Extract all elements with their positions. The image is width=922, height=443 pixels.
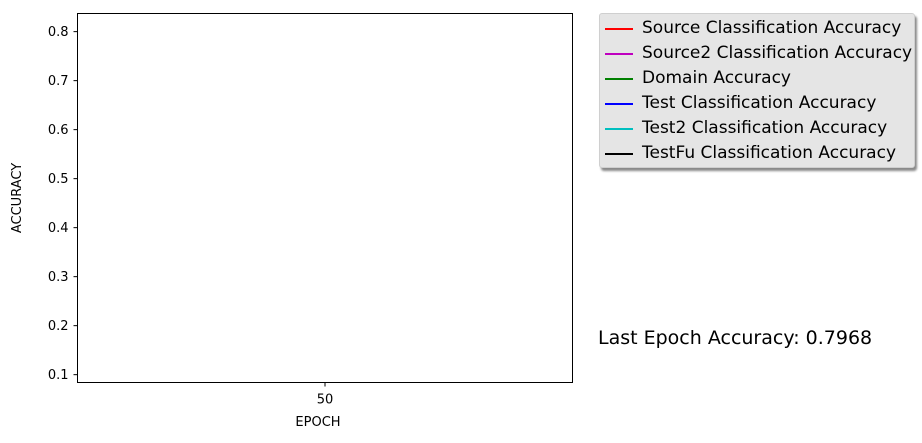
legend-swatch [605,28,633,30]
legend-item: Source2 Classification Accuracy [600,41,914,65]
legend-label: Test Classification Accuracy [642,93,877,113]
legend-label: Test2 Classification Accuracy [642,118,888,138]
y-tick-label: 0.7 [48,74,69,89]
legend-item: Test2 Classification Accuracy [600,116,914,140]
x-axis-label: EPOCH [295,415,340,430]
legend: Source Classification Accuracy Source2 Cl… [599,13,915,168]
legend-swatch [605,103,633,105]
legend-swatch [605,153,633,155]
y-axis-label: ACCURACY [10,163,25,233]
y-tick-label: 0.1 [48,368,69,383]
legend-item: Test Classification Accuracy [600,91,914,115]
last-epoch-accuracy-text: Last Epoch Accuracy: 0.7968 [598,327,873,349]
y-tick-label: 0.8 [48,25,69,40]
legend-label: Source2 Classification Accuracy [642,43,913,63]
legend-label: Domain Accuracy [642,68,791,88]
y-tick-label: 0.4 [48,221,69,236]
legend-label: Source Classification Accuracy [642,18,902,38]
y-axis: 0.1 0.2 0.3 0.4 0.5 0.6 0.7 0.8 [48,25,78,383]
y-tick-label: 0.2 [48,319,69,334]
x-axis: 50 [317,382,334,408]
y-tick-label: 0.6 [48,123,69,138]
legend-item: Source Classification Accuracy [600,16,914,40]
y-tick-label: 0.5 [48,172,69,187]
legend-label: TestFu Classification Accuracy [642,143,897,163]
legend-item: Domain Accuracy [600,66,914,90]
axes-frame [77,13,573,383]
legend-swatch [605,128,633,130]
x-tick-label: 50 [317,393,334,408]
legend-swatch [605,53,633,55]
legend-item: TestFu Classification Accuracy [600,141,914,165]
y-tick-label: 0.3 [48,270,69,285]
legend-swatch [605,78,633,80]
